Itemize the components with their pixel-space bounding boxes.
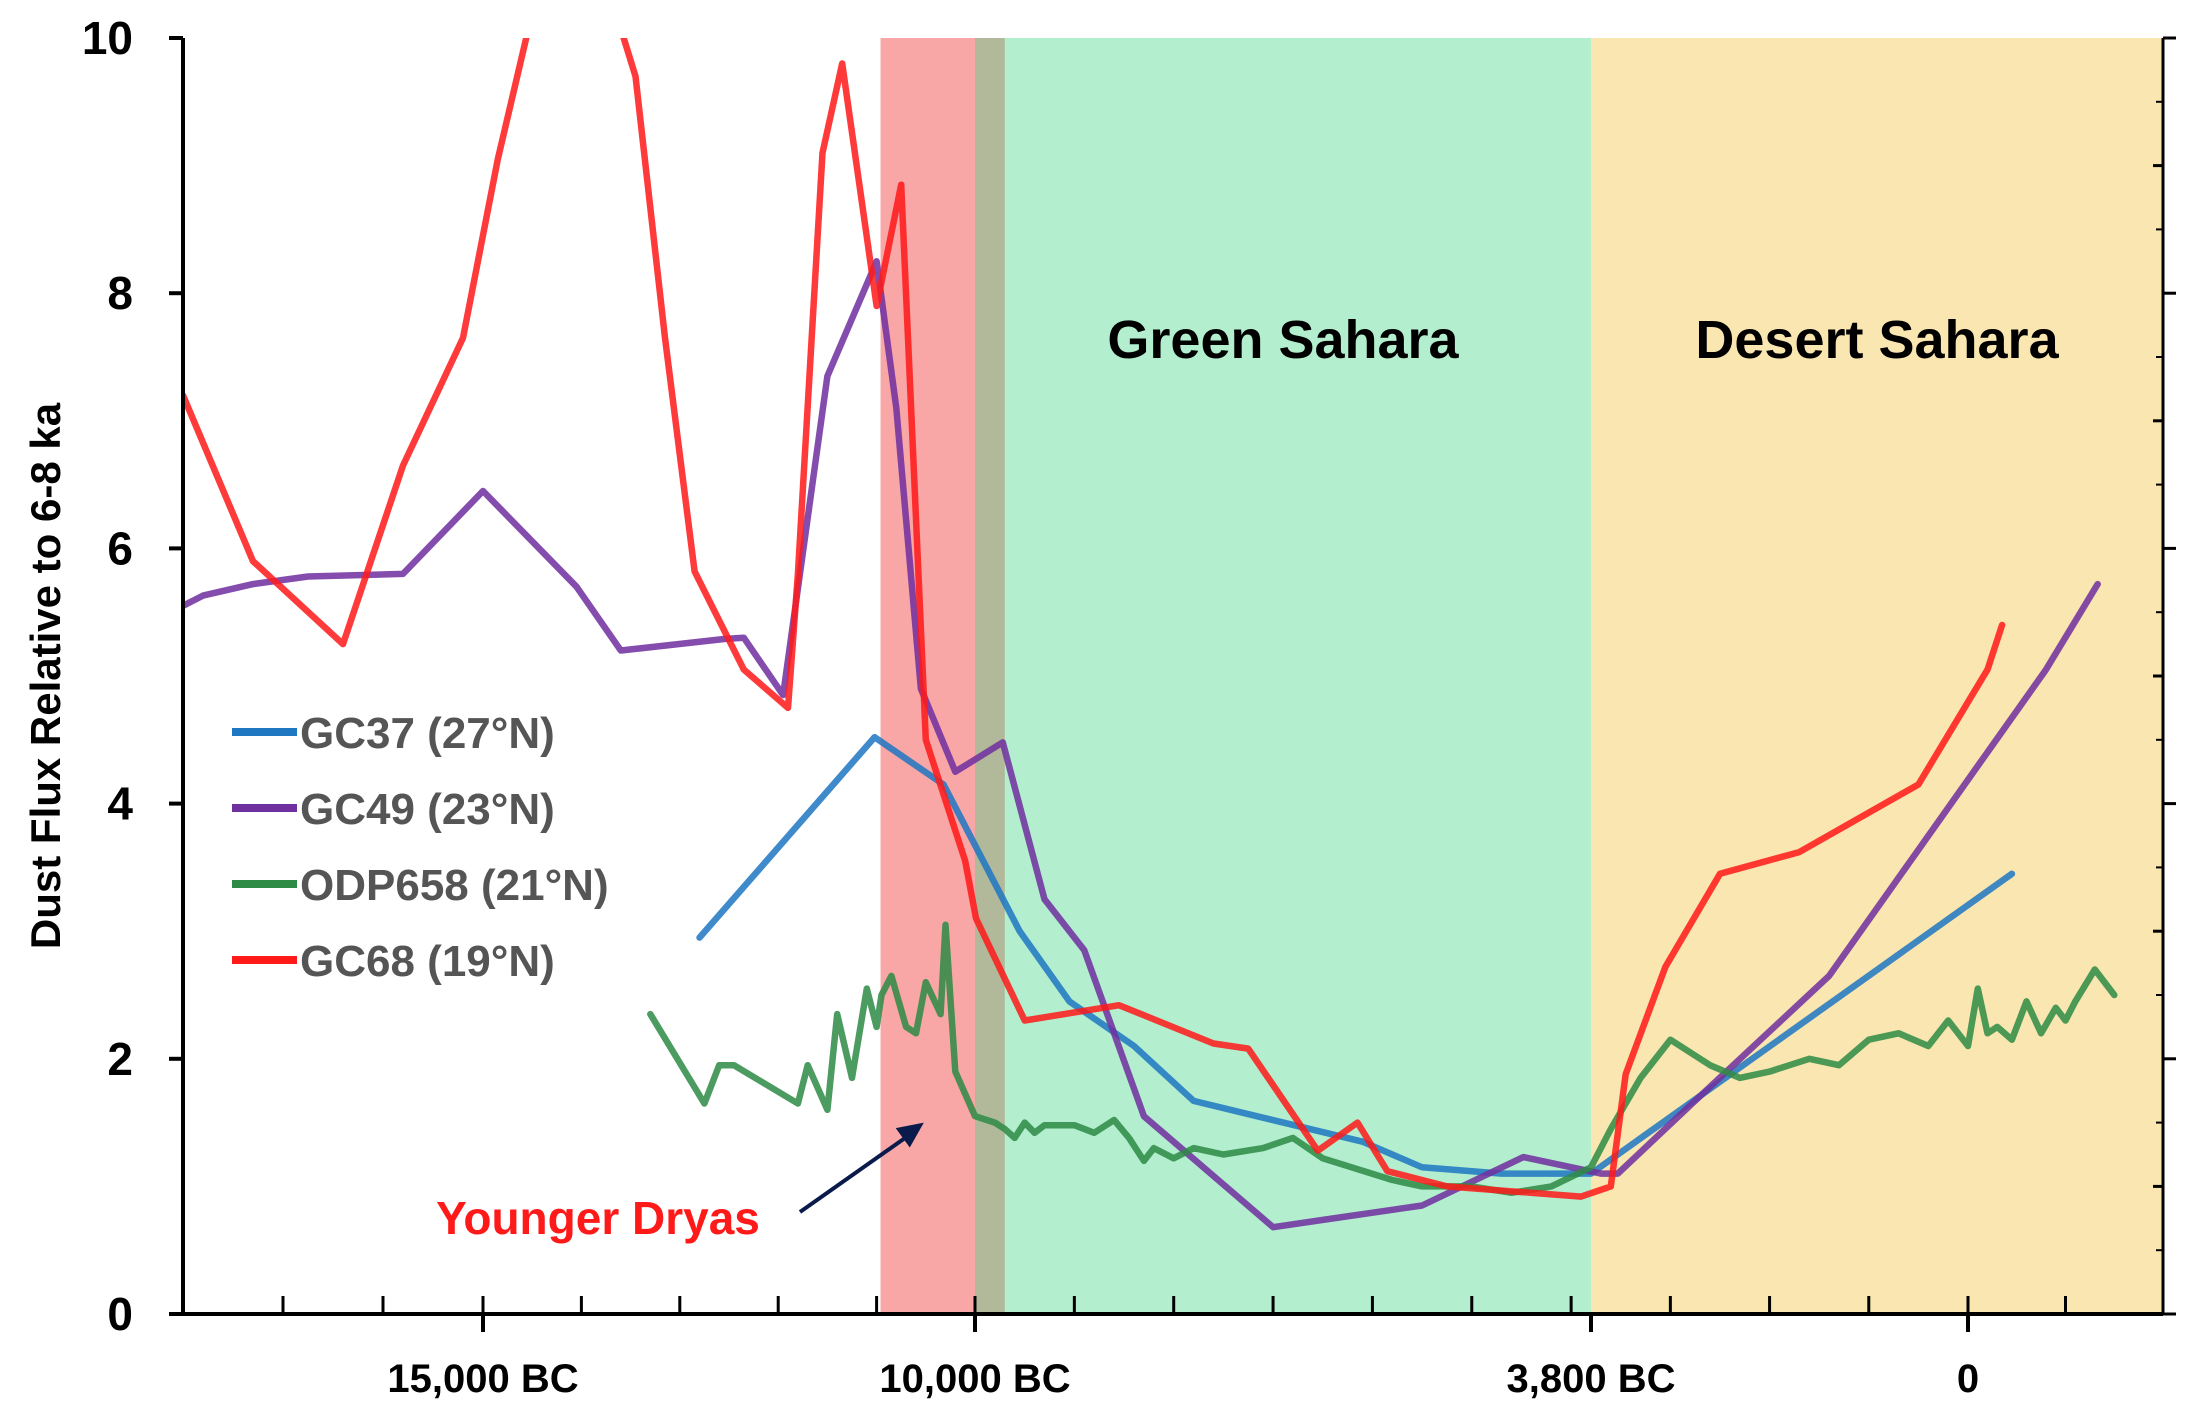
y-axis-title: Dust Flux Relative to 6-8 ka xyxy=(22,402,69,949)
green-sahara-label: Green Sahara xyxy=(1107,310,1459,370)
y-tick-label-0: 0 xyxy=(107,1288,133,1340)
series-line-0 xyxy=(696,733,2016,1177)
desert-sahara-label: Desert Sahara xyxy=(1695,310,2059,370)
legend-label-1: GC49 (23°N) xyxy=(300,785,555,834)
x-tick-label-1: 10,000 BC xyxy=(879,1357,1070,1401)
legend-label-3: GC68 (19°N) xyxy=(300,937,555,986)
desert-sahara-region xyxy=(1591,38,2163,1314)
y-tick-label-4: 8 xyxy=(107,267,133,319)
y-tick-label-5: 10 xyxy=(82,12,133,64)
background-regions xyxy=(880,38,2163,1314)
annotation-arrow-shaft xyxy=(798,1132,911,1214)
x-tick-label-0: 15,000 BC xyxy=(387,1357,578,1401)
series-lines xyxy=(183,38,2118,1231)
legend-label-2: ODP658 (21°N) xyxy=(300,861,609,910)
x-tick-label-2: 3,800 BC xyxy=(1507,1357,1676,1401)
labels: Green Sahara Desert Sahara 0 2 4 6 8 10 15,000 B… xyxy=(22,12,2060,1401)
younger-dryas-label: Younger Dryas xyxy=(436,1192,760,1244)
y-tick-label-3: 6 xyxy=(107,522,133,574)
series-line-3 xyxy=(183,38,2006,1200)
x-tick-label-3: 0 xyxy=(1957,1357,1979,1401)
y-tick-label-2: 4 xyxy=(107,778,133,830)
annotation-arrow-head xyxy=(895,1122,924,1148)
series-line-2 xyxy=(647,921,2118,1197)
series-line-1 xyxy=(183,258,2101,1231)
region-overlap-band xyxy=(975,38,1005,1314)
y-tick-label-1: 2 xyxy=(107,1033,133,1085)
legend-label-0: GC37 (27°N) xyxy=(300,709,555,758)
axes xyxy=(169,36,2176,1332)
